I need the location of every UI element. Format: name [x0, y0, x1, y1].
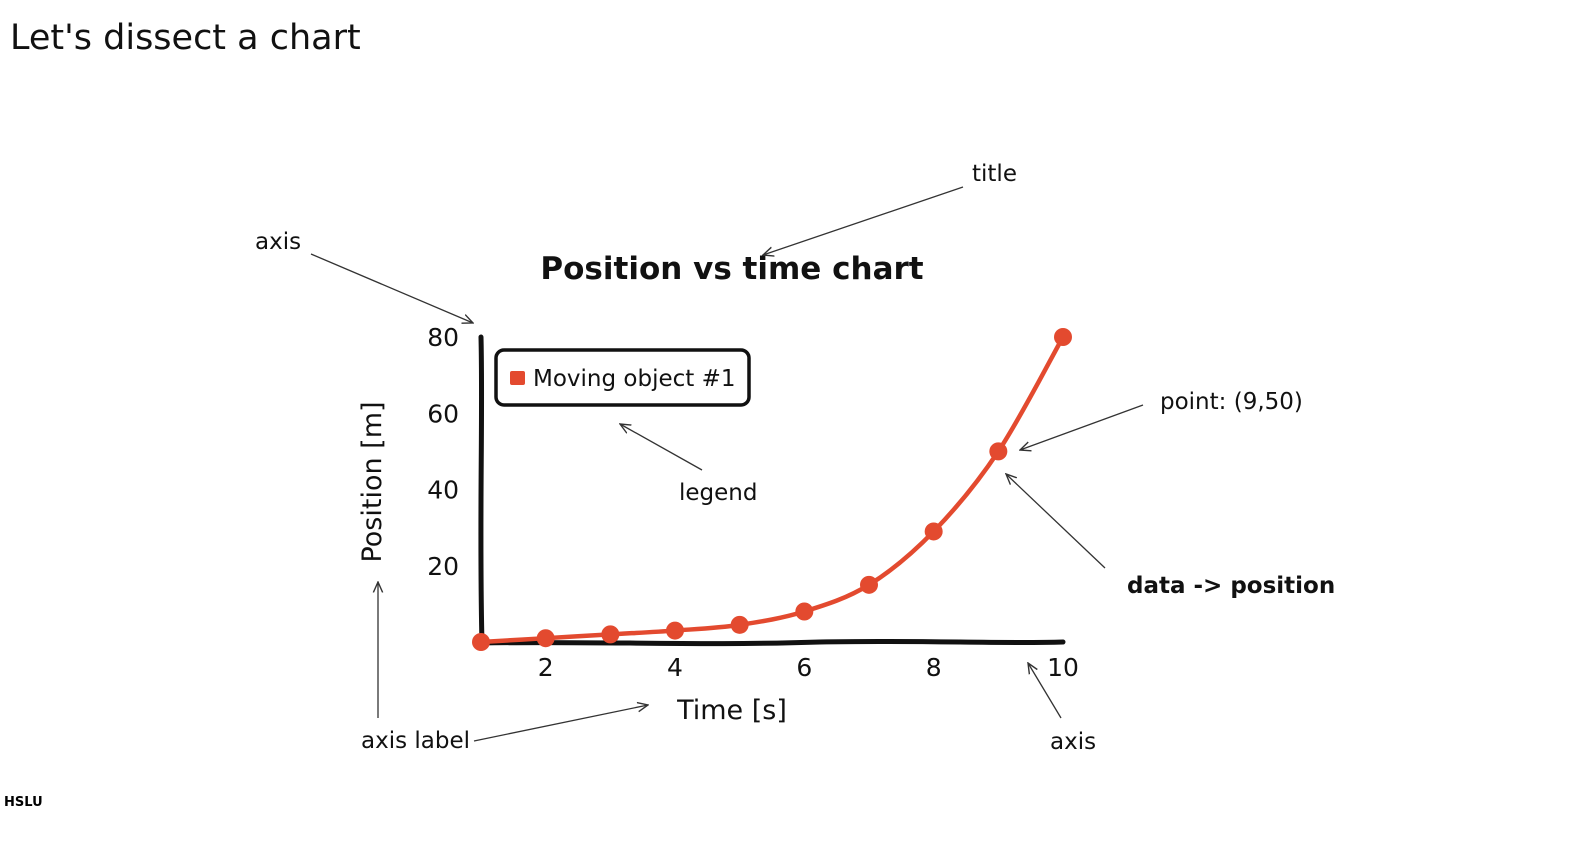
data-points: [472, 328, 1072, 651]
annotation-axis-left: axis: [255, 229, 302, 255]
data-point: [666, 621, 684, 640]
y-tick-label: 80: [427, 323, 459, 352]
y-tick-label: 20: [427, 552, 459, 581]
x-tick-label: 2: [538, 653, 554, 682]
annotation-axis-bottom: axis: [1050, 729, 1097, 755]
ticks: 2 4 6 8 10 20 40 60 80: [427, 323, 1079, 682]
chart-title: Position vs time chart: [540, 251, 923, 287]
data-point: [601, 625, 620, 644]
data-point: [536, 629, 555, 648]
slide-title: Let's dissect a chart: [10, 18, 361, 58]
annotation-legend: legend: [679, 480, 758, 506]
y-axis-label: Position [m]: [357, 401, 388, 562]
hslu-logo: HSLU: [4, 795, 43, 810]
arrow-legend: [620, 424, 703, 471]
x-axis-line: [478, 638, 1066, 647]
x-tick-label: 8: [926, 653, 942, 682]
y-axis-line: [478, 334, 485, 647]
legend-box: [494, 348, 751, 407]
data-point: [795, 602, 814, 621]
data-point: [730, 615, 749, 634]
data-point: [924, 522, 943, 541]
annotation-point: point: (9,50): [1160, 389, 1303, 415]
data-point: [860, 575, 878, 594]
x-tick-label: 4: [667, 653, 683, 682]
y-tick-label: 60: [427, 399, 459, 428]
data-point: [472, 633, 490, 651]
data-point: [1054, 328, 1072, 346]
arrow-title: [763, 186, 964, 255]
legend-label: Moving object #1: [533, 366, 736, 392]
arrow-axis-label-right: [473, 705, 648, 742]
annotation-title: title: [972, 161, 1017, 187]
annotation-data-position: data -> position: [1127, 573, 1336, 599]
x-tick-label: 10: [1047, 653, 1079, 682]
x-axis-label: Time [s]: [676, 695, 787, 726]
legend: Moving object #1: [494, 348, 751, 407]
annotation-axis-label: axis label: [361, 728, 471, 754]
x-tick-label: 6: [796, 653, 812, 682]
legend-swatch: [510, 371, 525, 385]
arrow-point: [1020, 404, 1144, 450]
arrow-axis-bottom: [1028, 663, 1062, 719]
arrow-axis-left: [310, 253, 473, 323]
y-tick-label: 40: [427, 476, 459, 505]
arrow-data-position: [1006, 474, 1106, 569]
series-line: [478, 334, 1066, 645]
data-point: [989, 442, 1008, 461]
